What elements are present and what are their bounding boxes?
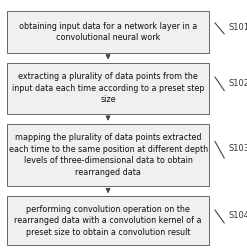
Bar [7, 62, 209, 114]
Text: mapping the plurality of data points extracted
each time to the same position at: mapping the plurality of data points ext… [8, 133, 208, 177]
Bar [7, 124, 209, 186]
Text: S104: S104 [228, 211, 247, 220]
Text: S103: S103 [228, 144, 247, 153]
Bar [7, 11, 209, 52]
Text: extracting a plurality of data points from the
input data each time according to: extracting a plurality of data points fr… [12, 72, 204, 104]
Bar [7, 196, 209, 245]
Text: S102: S102 [228, 78, 247, 88]
Text: performing convolution operation on the
rearranged data with a convolution kerne: performing convolution operation on the … [14, 205, 202, 236]
Text: obtaining input data for a network layer in a
convolutional neural work: obtaining input data for a network layer… [19, 22, 197, 42]
Text: S101: S101 [228, 23, 247, 32]
